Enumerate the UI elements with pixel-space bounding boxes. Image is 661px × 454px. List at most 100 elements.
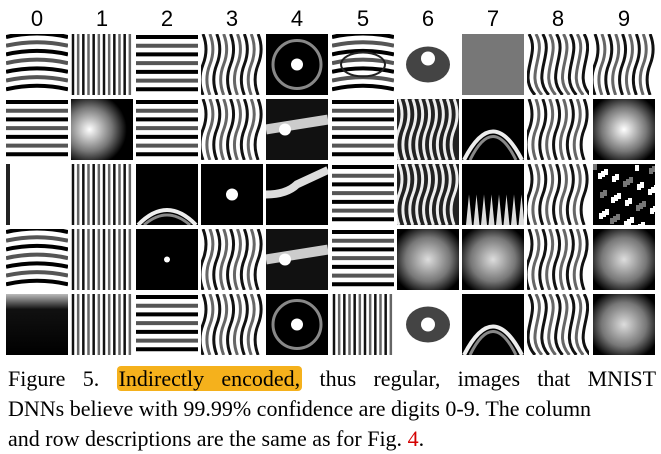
tile-pattern xyxy=(332,99,394,160)
caption-line-1: Figure 5. Indirectly encoded, thus regul… xyxy=(8,364,656,394)
column-header-6: 6 xyxy=(421,6,435,31)
tile-pattern xyxy=(71,294,133,355)
image-tile-digit-9-row-3 xyxy=(593,164,655,225)
image-tile-digit-0-row-5 xyxy=(6,294,68,355)
image-grid xyxy=(6,34,659,358)
caption-line-2: DNNs believe with 99.99% confidence are … xyxy=(8,396,592,421)
image-tile-digit-6-row-1 xyxy=(397,34,459,95)
image-tile-digit-5-row-1 xyxy=(332,34,394,95)
tile-pattern xyxy=(332,34,394,95)
image-tile-digit-1-row-4 xyxy=(71,229,133,290)
tile-pattern xyxy=(201,229,263,290)
tile-pattern xyxy=(527,99,589,160)
image-tile-digit-4-row-2 xyxy=(266,99,328,160)
tile-pattern xyxy=(136,294,198,355)
tile-pattern xyxy=(593,34,655,95)
image-tile-digit-2-row-2 xyxy=(136,99,198,160)
tile-pattern xyxy=(462,229,524,290)
tile-pattern xyxy=(593,164,655,225)
tile-pattern xyxy=(201,164,263,225)
tile-pattern xyxy=(397,229,459,290)
tile-pattern xyxy=(201,34,263,95)
image-tile-digit-8-row-1 xyxy=(527,34,589,95)
tile-pattern xyxy=(462,294,524,355)
image-tile-digit-9-row-2 xyxy=(593,99,655,160)
tile-pattern xyxy=(136,99,198,160)
image-tile-digit-9-row-1 xyxy=(593,34,655,95)
image-tile-digit-2-row-4 xyxy=(136,229,198,290)
image-tile-digit-4-row-5 xyxy=(266,294,328,355)
tile-pattern xyxy=(397,294,459,355)
tile-pattern xyxy=(6,99,68,160)
image-tile-digit-1-row-5 xyxy=(71,294,133,355)
image-tile-digit-3-row-4 xyxy=(201,229,263,290)
caption-line3-post: . xyxy=(418,426,425,451)
image-tile-digit-8-row-3 xyxy=(527,164,589,225)
image-tile-digit-1-row-3 xyxy=(71,164,133,225)
column-headers: 0 1 2 3 4 5 6 7 8 9 xyxy=(6,6,661,32)
tile-pattern xyxy=(71,229,133,290)
tile-pattern xyxy=(332,229,394,290)
image-tile-digit-2-row-3 xyxy=(136,164,198,225)
image-tile-digit-7-row-5 xyxy=(462,294,524,355)
column-header-4: 4 xyxy=(290,6,304,31)
tile-pattern xyxy=(266,229,328,290)
image-tile-digit-9-row-5 xyxy=(593,294,655,355)
column-header-1: 1 xyxy=(95,6,109,31)
caption-line-3: and row descriptions are the same as for… xyxy=(8,424,656,454)
tile-pattern xyxy=(6,229,68,290)
caption-line3-pre: and row descriptions are the same as for… xyxy=(8,426,403,451)
image-tile-digit-7-row-2 xyxy=(462,99,524,160)
column-header-5: 5 xyxy=(356,6,370,31)
image-tile-digit-3-row-3 xyxy=(201,164,263,225)
column-header-2: 2 xyxy=(160,6,174,31)
image-tile-digit-1-row-2 xyxy=(71,99,133,160)
tile-pattern xyxy=(136,164,198,225)
tile-pattern xyxy=(71,34,133,95)
image-tile-digit-6-row-5 xyxy=(397,294,459,355)
tile-pattern xyxy=(593,294,655,355)
tile-pattern xyxy=(6,34,68,95)
tile-pattern xyxy=(462,99,524,160)
tile-pattern xyxy=(71,99,133,160)
tile-pattern xyxy=(6,164,68,225)
image-tile-digit-3-row-5 xyxy=(201,294,263,355)
image-tile-digit-4-row-1 xyxy=(266,34,328,95)
caption-prefix: Figure 5. xyxy=(8,366,100,391)
column-header-8: 8 xyxy=(551,6,565,31)
tile-pattern xyxy=(527,229,589,290)
tile-pattern xyxy=(397,99,459,160)
image-tile-digit-2-row-1 xyxy=(136,34,198,95)
tile-pattern xyxy=(136,229,198,290)
tile-pattern xyxy=(397,164,459,225)
column-header-9: 9 xyxy=(617,6,631,31)
image-tile-digit-6-row-4 xyxy=(397,229,459,290)
tile-pattern xyxy=(397,34,459,95)
image-tile-digit-0-row-1 xyxy=(6,34,68,95)
tile-pattern xyxy=(527,164,589,225)
image-tile-digit-0-row-2 xyxy=(6,99,68,160)
tile-pattern xyxy=(462,34,524,95)
tile-pattern xyxy=(6,294,68,355)
image-tile-digit-6-row-2 xyxy=(397,99,459,160)
tile-pattern xyxy=(201,99,263,160)
tile-pattern xyxy=(332,294,394,355)
image-tile-digit-4-row-3 xyxy=(266,164,328,225)
image-tile-digit-0-row-3 xyxy=(6,164,68,225)
image-tile-digit-0-row-4 xyxy=(6,229,68,290)
figure-reference-link[interactable]: 4 xyxy=(407,426,419,451)
tile-pattern xyxy=(266,294,328,355)
image-tile-digit-7-row-1 xyxy=(462,34,524,95)
image-tile-digit-3-row-2 xyxy=(201,99,263,160)
tile-pattern xyxy=(136,34,198,95)
tile-pattern xyxy=(462,164,524,225)
image-tile-digit-1-row-1 xyxy=(71,34,133,95)
image-tile-digit-8-row-4 xyxy=(527,229,589,290)
image-tile-digit-2-row-5 xyxy=(136,294,198,355)
image-tile-digit-9-row-4 xyxy=(593,229,655,290)
image-tile-digit-7-row-3 xyxy=(462,164,524,225)
image-tile-digit-4-row-4 xyxy=(266,229,328,290)
tile-pattern xyxy=(266,99,328,160)
image-tile-digit-5-row-3 xyxy=(332,164,394,225)
